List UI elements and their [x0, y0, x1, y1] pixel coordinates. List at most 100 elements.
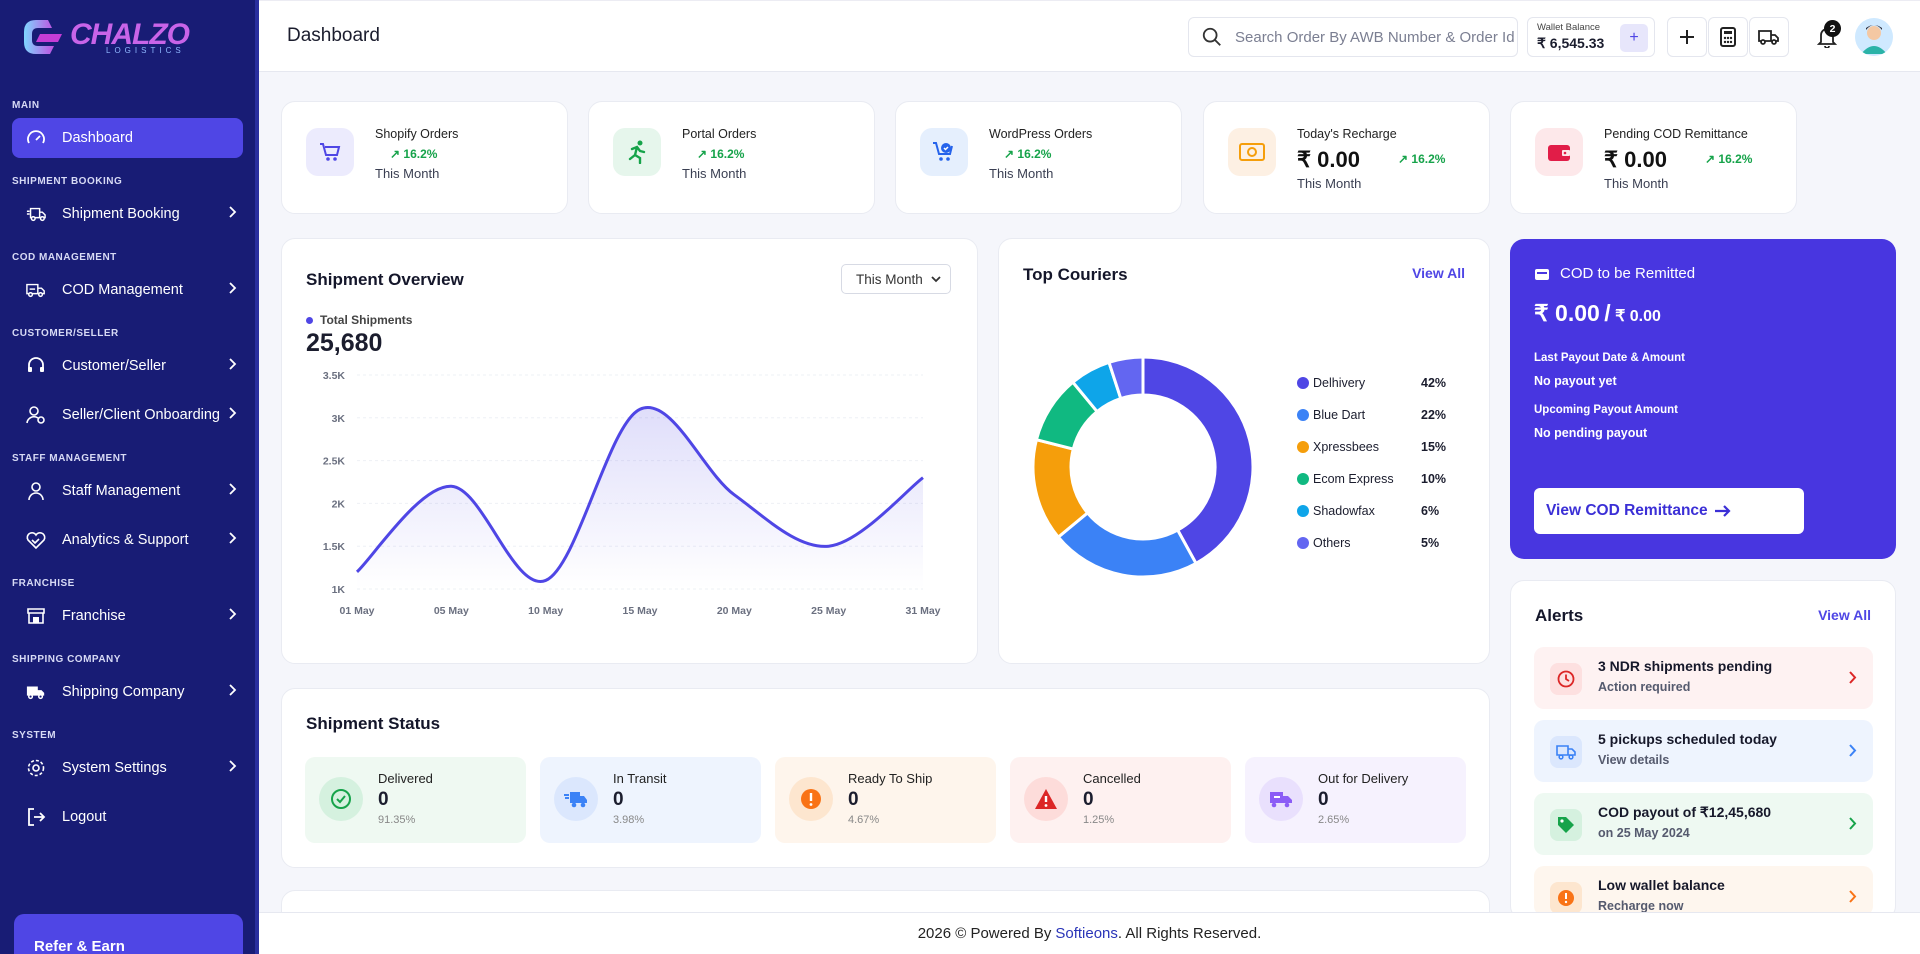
wallet-balance[interactable]: Wallet Balance ₹ 6,545.33 + [1527, 17, 1655, 57]
legend-row: Ecom Express 10% [1297, 469, 1447, 489]
stat-title: Pending COD Remittance [1604, 127, 1748, 141]
sidebar-item-shipment-booking[interactable]: Shipment Booking [12, 194, 243, 234]
period-select[interactable]: This Month [841, 264, 951, 294]
brand-logo[interactable]: CHALZO LOGISTICS [0, 0, 255, 74]
stat-card-3[interactable]: Today's Recharge ₹ 0.00 ↗ 16.2% This Mon… [1203, 101, 1490, 214]
alert-title: COD payout of ₹12,45,680 [1598, 804, 1772, 820]
stat-trend: ↗ 16.2% [697, 147, 744, 161]
legend-dot [1297, 473, 1309, 485]
stat-sub: This Month [1604, 176, 1669, 191]
status-tile-ready-to-ship[interactable]: Ready To Ship 0 4.67% [775, 757, 996, 843]
sidebar-item-label: Staff Management [62, 483, 181, 499]
legend-label: Ecom Express [1313, 472, 1394, 486]
last-payout-label: Last Payout Date & Amount [1534, 352, 1686, 364]
chevron-right-icon [229, 483, 237, 499]
wallet-label: Wallet Balance [1537, 22, 1601, 33]
sidebar-item-system-settings[interactable]: System Settings [12, 748, 243, 788]
footer-brand-link[interactable]: Softieons [1055, 925, 1118, 942]
alerts-title: Alerts [1535, 606, 1584, 625]
add-button[interactable] [1667, 17, 1707, 57]
sidebar-item-seller-client-onboarding[interactable]: Seller/Client Onboarding [12, 395, 243, 435]
overview-title: Shipment Overview [306, 270, 464, 289]
sidebar-item-logout[interactable]: Logout [12, 797, 243, 837]
refer-earn-card[interactable]: Refer & Earn [14, 914, 243, 954]
view-cod-remittance-button[interactable]: View COD Remittance [1534, 488, 1804, 534]
sidebar-item-label: Analytics & Support [62, 532, 189, 548]
stat-trend: ↗ 16.2% [1004, 147, 1051, 161]
sidebar-item-label: Franchise [62, 608, 126, 624]
nav-section-label: SYSTEM [12, 730, 57, 741]
cart-check-icon [920, 128, 968, 176]
sidebar-item-analytics-support[interactable]: Analytics & Support [12, 520, 243, 560]
legend-label: Total Shipments [320, 313, 413, 327]
stat-trend-value: 16.2% [403, 147, 438, 161]
stat-card-2[interactable]: WordPress Orders ↗ 16.2% This Month [895, 101, 1182, 214]
alert-subtitle: Recharge now [1598, 899, 1684, 913]
status-count: 0 [1318, 789, 1329, 810]
status-label: Cancelled [1083, 771, 1141, 786]
chevron-right-icon [229, 282, 237, 298]
alert-title: 3 NDR shipments pending [1598, 658, 1773, 674]
status-percent: 91.35% [378, 814, 416, 826]
sidebar-item-customer-seller[interactable]: Customer/Seller [12, 346, 243, 386]
search-icon [1202, 27, 1221, 46]
sidebar-item-franchise[interactable]: Franchise [12, 596, 243, 636]
overview-legend: Total Shipments [306, 313, 412, 327]
slice-others[interactable] [1107, 355, 1145, 401]
sidebar-item-label: Seller/Client Onboarding [62, 407, 220, 423]
chevron-right-icon [229, 532, 237, 548]
sidebar-item-label: Logout [62, 809, 107, 825]
status-tile-out-for-delivery[interactable]: Out for Delivery 0 2.65% [1245, 757, 1466, 843]
status-count: 0 [613, 789, 624, 810]
legend-row: Xpressbees 15% [1297, 437, 1447, 457]
alert-item[interactable]: COD payout of ₹12,45,680 on 25 May 2024 [1534, 793, 1873, 855]
chevron-right-icon [229, 684, 237, 700]
stat-card-1[interactable]: Portal Orders ↗ 16.2% This Month [588, 101, 875, 214]
stat-card-4[interactable]: Pending COD Remittance ₹ 0.00 ↗ 16.2% Th… [1510, 101, 1797, 214]
headset-icon [26, 356, 46, 376]
refer-earn-label: Refer & Earn [34, 938, 125, 954]
couriers-donut-chart [1031, 355, 1255, 579]
cod-title: COD to be Remitted [1560, 265, 1696, 282]
alert-item[interactable]: 3 NDR shipments pending Action required [1534, 647, 1873, 709]
calculator-button[interactable] [1708, 17, 1748, 57]
couriers-view-all-link[interactable]: View All [1412, 265, 1465, 281]
slice-blue-dart[interactable] [1056, 510, 1199, 579]
notification-count: 2 [1824, 20, 1841, 37]
stat-card-0[interactable]: Shopify Orders ↗ 16.2% This Month [281, 101, 568, 214]
alerts-view-all-link[interactable]: View All [1818, 607, 1871, 623]
status-tile-in-transit[interactable]: In Transit 0 3.98% [540, 757, 761, 843]
alert-item[interactable]: 5 pickups scheduled today View details [1534, 720, 1873, 782]
status-tile-delivered[interactable]: Delivered 0 91.35% [305, 757, 526, 843]
legend-dot [1297, 505, 1309, 517]
sidebar-item-cod-management[interactable]: COD Management [12, 270, 243, 310]
search-input[interactable] [1235, 28, 1515, 46]
avatar[interactable] [1855, 18, 1893, 56]
add-money-button[interactable]: + [1620, 24, 1648, 52]
sidebar-item-staff-management[interactable]: Staff Management [12, 471, 243, 511]
truck-icon [1550, 736, 1582, 768]
x-tick-label: 10 May [528, 605, 563, 617]
tag-icon [1550, 809, 1582, 841]
status-tile-cancelled[interactable]: Cancelled 0 1.25% [1010, 757, 1231, 843]
alert-subtitle: View details [1598, 753, 1670, 767]
sidebar-item-label: Customer/Seller [62, 358, 166, 374]
last-payout-value: No payout yet [1534, 374, 1617, 388]
trend-up-icon: ↗ [390, 147, 404, 161]
shipment-button[interactable] [1749, 17, 1789, 57]
chevron-right-icon [229, 608, 237, 624]
shipment-status-title: Shipment Status [306, 714, 441, 733]
legend-value: 15% [1421, 440, 1447, 454]
trend-up-icon: ↗ [1004, 147, 1018, 161]
sidebar-item-dashboard[interactable]: Dashboard [12, 118, 243, 158]
truck-delivery-icon [1259, 777, 1303, 821]
gear-icon [26, 758, 46, 778]
chevron-right-icon [1849, 817, 1857, 830]
alert-item[interactable]: Low wallet balance Recharge now [1534, 866, 1873, 916]
sidebar-item-shipping-company[interactable]: Shipping Company [12, 672, 243, 712]
notifications-button[interactable]: 2 [1807, 17, 1847, 57]
status-percent: 3.98% [613, 814, 645, 826]
legend-row: Delhivery 42% [1297, 373, 1447, 393]
stat-trend: ↗ 16.2% [1398, 152, 1445, 166]
slice-delhivery[interactable] [1141, 355, 1255, 566]
